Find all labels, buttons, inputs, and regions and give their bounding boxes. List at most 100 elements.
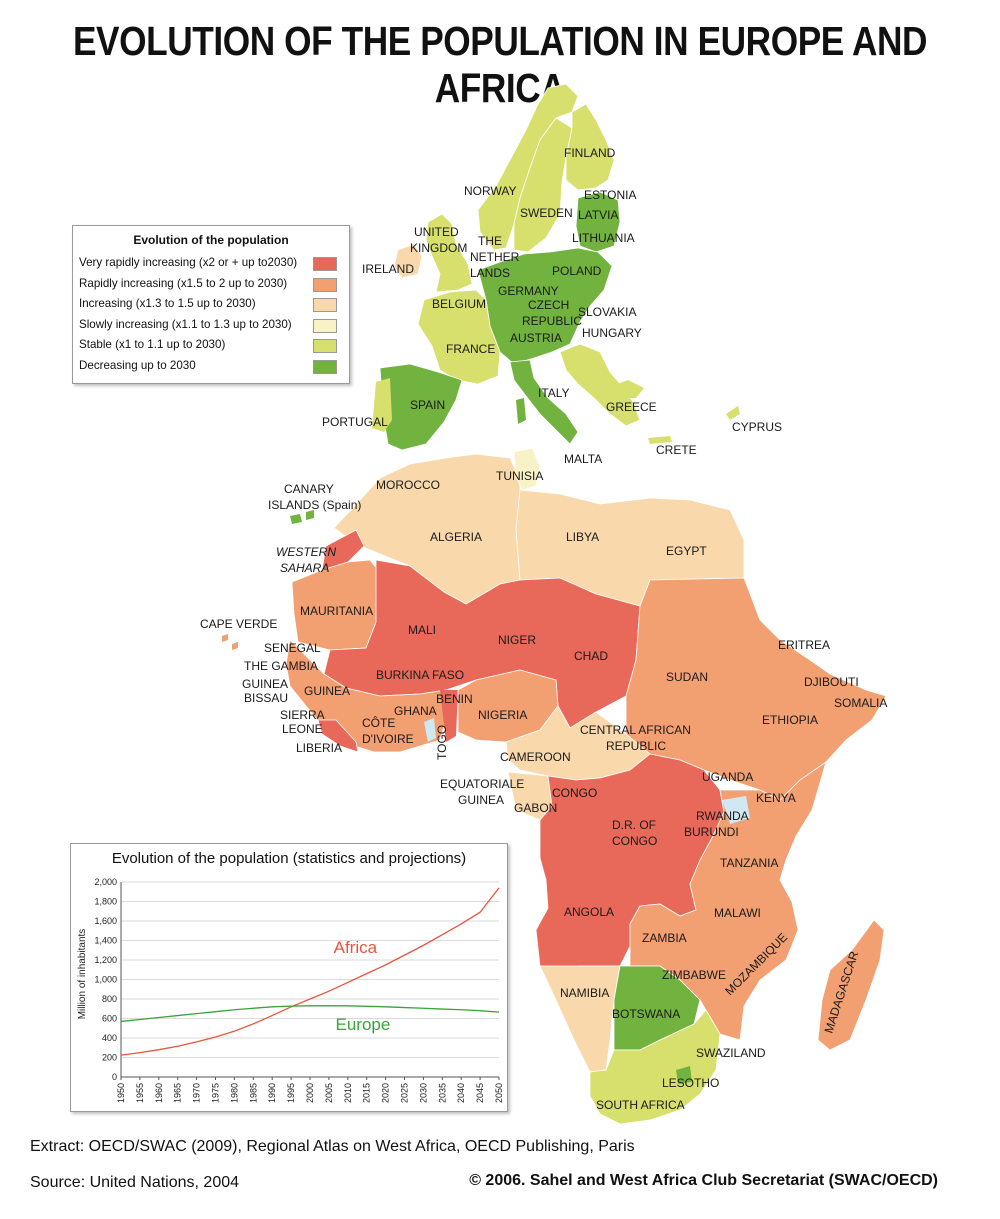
label-burundi: BURUNDI [684, 825, 739, 839]
footer-copyright: © 2006. Sahel and West Africa Club Secre… [469, 1172, 938, 1189]
region-namibia [539, 965, 621, 1073]
label-niger: NIGER [498, 633, 536, 647]
region-iberia [379, 363, 463, 451]
label-hungary: HUNGARY [582, 326, 642, 340]
region-france-benelux [417, 289, 501, 385]
x-tick-label: 2010 [343, 1083, 353, 1103]
label-spain: SPAIN [410, 398, 445, 412]
region-sardinia [516, 398, 526, 424]
label-sweden: SWEDEN [520, 206, 573, 220]
label-malta: MALTA [564, 452, 602, 466]
x-tick-label: 2005 [324, 1083, 334, 1103]
y-tick-label: 1,400 [94, 936, 117, 946]
y-tick-label: 1,200 [94, 955, 117, 965]
legend-item: Slowly increasing (x1.1 to 1.3 up to 203… [73, 315, 349, 336]
x-tick-label: 1970 [192, 1083, 202, 1103]
legend-item-label: Decreasing up to 2030 [79, 358, 196, 372]
legend-item: Increasing (x1.3 to 1.5 up to 2030) [73, 294, 349, 315]
label-ethiopia: ETHIOPIA [762, 713, 818, 727]
legend-swatch [313, 257, 337, 271]
label-canary-2: ISLANDS (Spain) [268, 498, 361, 512]
label-greece: GREECE [606, 400, 657, 414]
label-netherlands-2: NETHER [470, 250, 520, 264]
label-italy: ITALY [538, 386, 570, 400]
y-tick-label: 2,000 [94, 877, 117, 887]
label-cyprus: CYPRUS [732, 420, 782, 434]
label-latvia: LATVIA [578, 208, 618, 222]
y-tick-label: 0 [112, 1072, 117, 1082]
x-tick-label: 2045 [475, 1083, 485, 1103]
label-ireland: IRELAND [362, 262, 414, 276]
x-tick-label: 2030 [418, 1083, 428, 1103]
y-tick-label: 600 [102, 1014, 117, 1024]
label-malawi: MALAWI [714, 906, 761, 920]
label-zambia: ZAMBIA [642, 931, 687, 945]
y-tick-label: 1,800 [94, 897, 117, 907]
lake-victoria [722, 796, 750, 824]
legend: Evolution of the population Very rapidly… [72, 225, 350, 384]
legend-swatch [313, 359, 337, 374]
x-tick-label: 2015 [362, 1083, 372, 1103]
chart-title: Evolution of the population (statistics … [111, 850, 467, 867]
label-belgium: BELGIUM [432, 297, 486, 311]
cape-verde-islands [222, 634, 238, 650]
page-title: EVOLUTION OF THE POPULATION IN EUROPE AN… [72, 18, 928, 111]
label-western-sahara-1: WESTERN [276, 545, 336, 559]
y-tick-label: 800 [102, 994, 117, 1004]
label-drc-2: CONGO [612, 834, 657, 848]
region-italy [509, 359, 579, 445]
region-ireland [393, 243, 423, 279]
legend-item-label: Very rapidly increasing (x2 or + up to20… [79, 256, 298, 269]
x-tick-label: 2020 [381, 1083, 391, 1103]
label-car-1: CENTRAL AFRICAN [580, 723, 691, 737]
label-sierra-2: LEONE [282, 722, 323, 736]
label-togo: TOGO [435, 725, 449, 760]
x-tick-label: 1990 [267, 1083, 277, 1103]
legend-item: Stable (x1 to 1.1 up to 2030) [73, 335, 349, 356]
x-tick-label: 2050 [494, 1083, 504, 1103]
label-canary-1: CANARY [284, 482, 334, 496]
label-uk-1: UNITED [414, 225, 459, 239]
x-tick-label: 1965 [173, 1083, 183, 1103]
label-netherlands-1: THE [478, 234, 502, 248]
y-tick-label: 200 [102, 1053, 117, 1063]
x-tick-label: 1995 [286, 1083, 296, 1103]
label-eq-guinea-1: EQUATORIALE [440, 777, 524, 791]
label-gambia: THE GAMBIA [244, 659, 318, 673]
series-line-africa [120, 887, 500, 1056]
chart-plot: 0 200 400 600 800 1,000 1,200 1,400 1,600 1,800 2,… [77, 877, 504, 1103]
region-crete [648, 436, 672, 444]
label-libya: LIBYA [566, 530, 599, 544]
legend-swatch [313, 298, 337, 312]
region-greece-islands [612, 380, 644, 398]
x-tick-label: 1985 [248, 1083, 258, 1103]
label-czech-1: CZECH [528, 298, 569, 312]
legend-item: Decreasing up to 2030 [73, 356, 349, 377]
label-liberia: LIBERIA [296, 741, 342, 755]
label-western-sahara-2: SAHARA [280, 561, 329, 575]
label-lesotho: LESOTHO [662, 1076, 719, 1090]
label-drc-1: D.R. OF [612, 818, 656, 832]
x-tick-label: 1950 [116, 1083, 126, 1103]
region-uk [425, 213, 473, 293]
label-eq-guinea-2: GUINEA [458, 793, 504, 807]
region-cyprus [726, 406, 740, 420]
label-guinea-bissau-1: GUINEA [242, 677, 288, 691]
label-sudan: SUDAN [666, 670, 708, 684]
label-slovakia: SLOVAKIA [578, 305, 636, 319]
label-netherlands-3: LANDS [470, 266, 510, 280]
label-gabon: GABON [514, 801, 557, 815]
label-ivory-1: CÔTE [362, 715, 395, 730]
label-algeria: ALGERIA [430, 530, 482, 544]
legend-title: Evolution of the population [133, 233, 289, 247]
label-tanzania: TANZANIA [720, 856, 778, 870]
label-austria: AUSTRIA [510, 331, 562, 345]
chart-y-ticks: 0 200 400 600 800 1,000 1,200 1,400 1,600 1,800 2,… [94, 877, 117, 1082]
label-kenya: KENYA [756, 791, 796, 805]
label-chad: CHAD [574, 649, 608, 663]
x-tick-label: 1980 [229, 1083, 239, 1103]
x-tick-label: 2025 [400, 1083, 410, 1103]
label-swaziland: SWAZILAND [696, 1046, 766, 1060]
label-angola: ANGOLA [564, 905, 614, 919]
label-morocco: MOROCCO [376, 478, 440, 492]
